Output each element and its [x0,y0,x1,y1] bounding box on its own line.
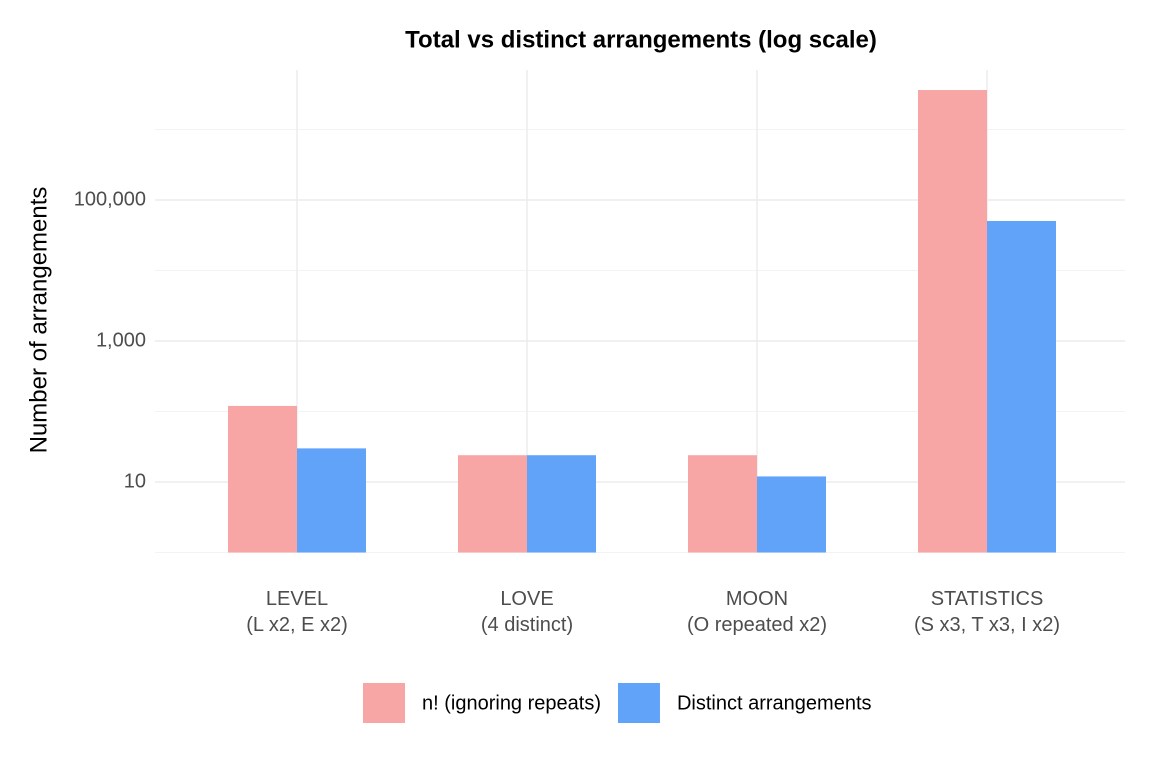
bar [228,405,297,553]
legend-label: n! (ignoring repeats) [422,692,601,714]
bar [918,90,987,553]
x-tick-label: LOVE (4 distinct) [481,588,573,636]
bar [688,455,757,553]
bar [297,448,366,553]
x-tick-label: MOON (O repeated x2) [687,588,827,636]
chart-title: Total vs distinct arrangements (log scal… [405,26,877,53]
y-tick-label: 1,000 [96,329,146,351]
x-tick-label: STATISTICS (S x3, T x3, I x2) [914,588,1060,636]
bar [757,476,826,553]
y-tick-label: 10 [124,470,146,492]
y-axis-label: Number of arrangements [25,187,52,454]
legend-swatch [363,683,405,723]
legend-label: Distinct arrangements [677,692,872,714]
x-tick-label: LEVEL (L x2, E x2) [246,588,348,636]
y-tick-label: 100,000 [74,188,146,210]
bar [527,455,596,553]
legend-swatch [617,683,660,723]
bar [458,455,527,553]
bar [987,220,1056,553]
